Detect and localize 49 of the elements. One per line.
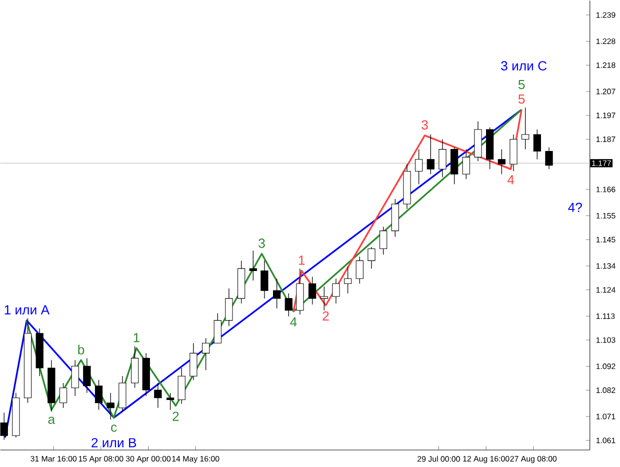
candlestick	[533, 128, 541, 160]
annotation: 4	[507, 174, 514, 184]
candlestick	[498, 148, 506, 174]
candlestick	[0, 412, 8, 440]
candlestick	[438, 138, 446, 178]
annotation: 1 или A	[4, 305, 50, 314]
candlestick	[214, 312, 222, 344]
candlestick	[545, 146, 553, 170]
candlestick	[284, 292, 292, 316]
annotation: 5	[518, 80, 525, 89]
annotation: 2	[172, 411, 179, 421]
candlestick	[368, 246, 376, 269]
annotation: b	[78, 344, 84, 354]
annotation: 1	[298, 255, 305, 264]
annotation: 3 или C	[501, 60, 547, 70]
candlestick	[249, 250, 257, 281]
candlestick	[332, 278, 340, 304]
candlestick	[71, 360, 79, 396]
candlestick	[83, 358, 91, 393]
annotation: 3	[258, 238, 265, 248]
candlestick	[415, 148, 423, 184]
candlestick	[202, 338, 210, 370]
candlestick	[166, 392, 174, 410]
candlestick	[178, 367, 186, 404]
candlestick	[320, 286, 328, 310]
annotation: 3	[422, 120, 428, 130]
annotation: 5	[518, 94, 525, 104]
annotation: 4	[290, 317, 297, 326]
annotation: 2 или B	[92, 438, 136, 448]
annotation: a	[48, 416, 56, 424]
candlestick	[308, 276, 316, 305]
candlestick	[344, 266, 352, 294]
annotation: 1	[134, 332, 140, 342]
annotation: 4?	[568, 202, 582, 212]
candlestick	[106, 392, 114, 420]
candlestick	[462, 148, 470, 180]
candlestick	[426, 134, 434, 174]
annotation: 2	[322, 311, 329, 320]
annotation: c	[111, 424, 117, 432]
candlestick	[380, 226, 388, 255]
candlestick	[94, 379, 103, 410]
candlestick	[225, 288, 233, 326]
candlestick	[59, 382, 68, 408]
candlestick	[190, 342, 198, 380]
candlestick	[260, 260, 268, 299]
candlestick	[356, 256, 364, 284]
candlestick	[522, 106, 530, 150]
candlestick	[154, 382, 162, 408]
candlestick	[273, 278, 281, 309]
